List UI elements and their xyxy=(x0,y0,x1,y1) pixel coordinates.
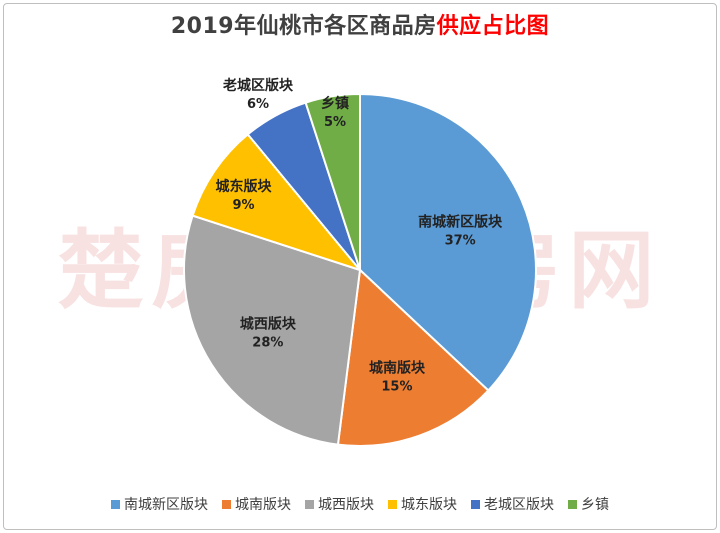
legend-swatch xyxy=(388,499,397,509)
legend-item-1: 南城新区版块 xyxy=(111,494,208,514)
legend-swatch xyxy=(305,499,314,509)
chart-legend: 南城新区版块 城南版块 城西版块 城东版块 老城区版块 乡镇 xyxy=(0,494,720,514)
chart-title: 2019年仙桃市各区商品房供应占比图 xyxy=(0,8,720,40)
legend-label: 城南版块 xyxy=(235,497,291,513)
pie-slice-4 xyxy=(191,132,363,273)
pie-slice-3 xyxy=(183,214,362,446)
chart-title-highlight: 供应占比图 xyxy=(436,14,550,39)
legend-label: 南城新区版块 xyxy=(124,497,208,513)
pie-slice-6 xyxy=(304,92,361,271)
legend-item-6: 乡镇 xyxy=(568,494,609,514)
pie-slice-value-2: 15% xyxy=(381,380,412,395)
legend-swatch xyxy=(222,499,231,509)
legend-swatch xyxy=(568,499,577,509)
pie-slice-value-5: 6% xyxy=(247,97,269,112)
chart-title-main: 2019年仙桃市各区商品房 xyxy=(170,14,437,39)
legend-item-4: 城东版块 xyxy=(388,494,457,514)
legend-item-3: 城西版块 xyxy=(305,494,374,514)
pie-slice-label-1: 南城新区版块 xyxy=(418,214,503,231)
pie-slice-value-4: 9% xyxy=(233,198,255,213)
pie-slice-value-1: 37% xyxy=(445,234,476,249)
legend-swatch xyxy=(471,499,480,509)
legend-item-5: 老城区版块 xyxy=(471,494,554,514)
pie-slice-label-3: 城西版块 xyxy=(240,315,297,332)
pie-slice-label-5: 老城区版块 xyxy=(223,77,294,94)
pie-slice-value-3: 28% xyxy=(252,335,283,350)
pie-slice-label-4: 城东版块 xyxy=(216,178,273,195)
legend-label: 城西版块 xyxy=(318,497,374,513)
legend-label: 城东版块 xyxy=(401,497,457,513)
pie-slice-value-6: 5% xyxy=(324,115,346,130)
pie-slice-label-2: 城南版块 xyxy=(369,360,426,377)
pie-slice-label-6: 乡镇 xyxy=(321,95,349,112)
legend-label: 乡镇 xyxy=(581,497,609,513)
legend-label: 老城区版块 xyxy=(484,497,554,513)
legend-item-2: 城南版块 xyxy=(222,494,291,514)
pie-slice-1 xyxy=(359,92,537,392)
pie-slice-2 xyxy=(336,267,490,447)
legend-swatch xyxy=(111,499,120,509)
